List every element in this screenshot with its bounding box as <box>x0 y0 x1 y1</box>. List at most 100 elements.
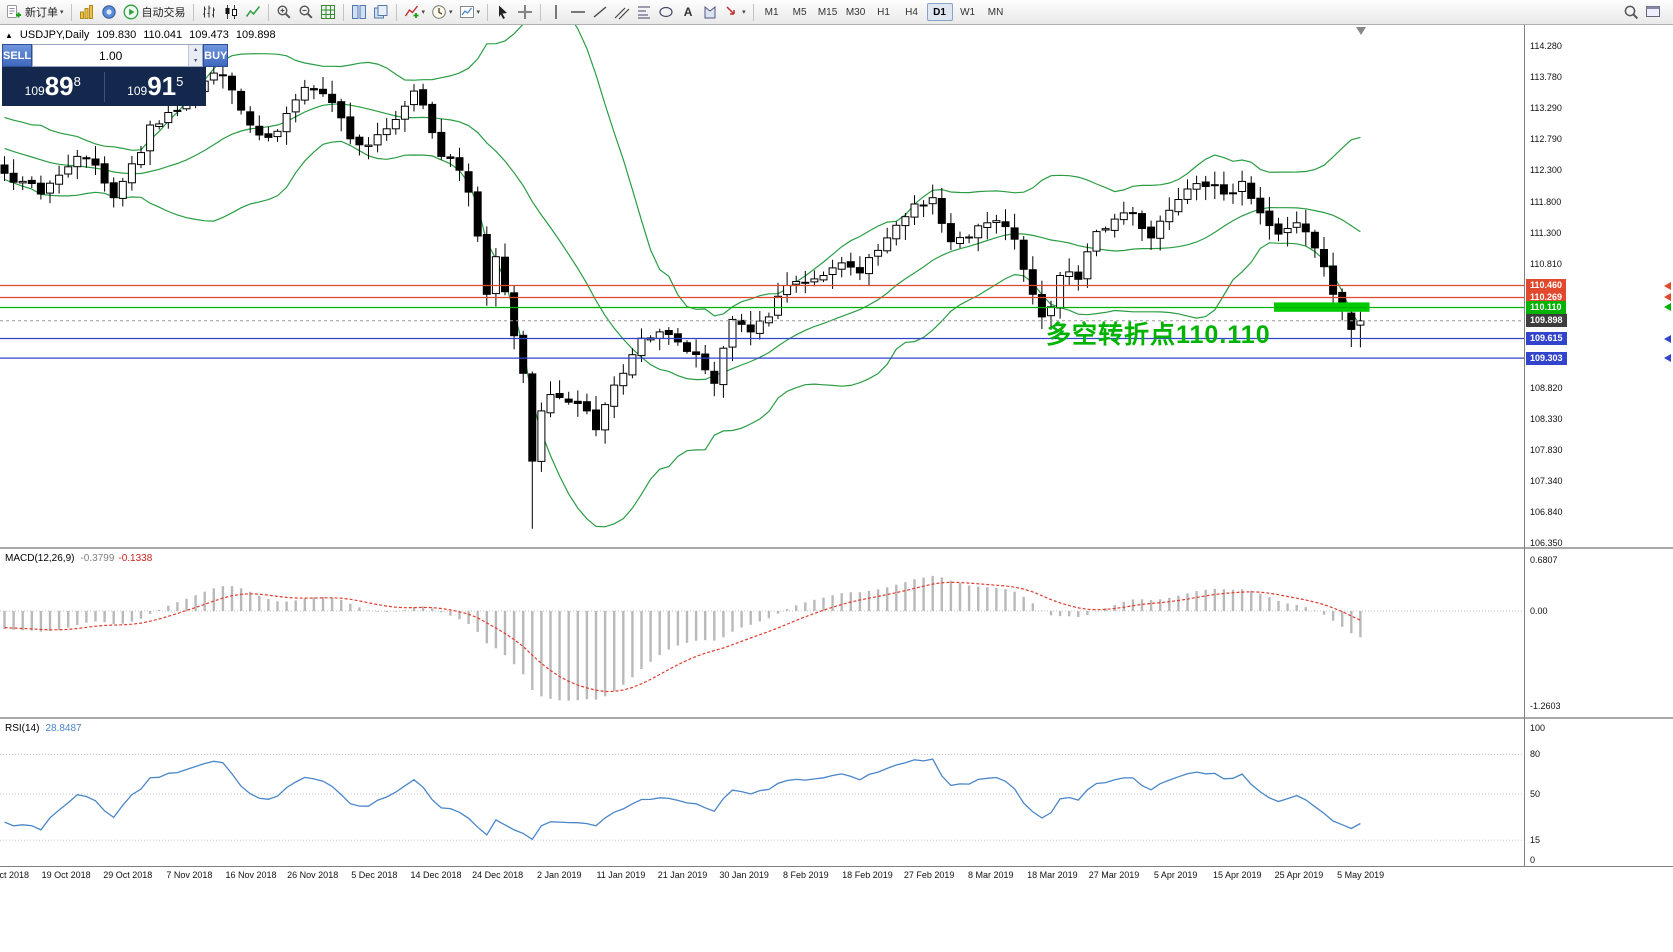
volume-up-arrow-icon[interactable]: ▴ <box>189 45 203 56</box>
cascade-windows-icon <box>373 5 388 19</box>
arrows-button[interactable]: ▾ <box>721 2 749 23</box>
arrows-icon <box>726 6 735 15</box>
price-axis-label: 108.330 <box>1530 414 1563 425</box>
date-axis-label: 29 Oct 2018 <box>103 870 153 880</box>
sell-price[interactable]: 109898 <box>24 71 81 101</box>
tile-windows-icon <box>351 5 366 19</box>
zoom-in-button[interactable] <box>273 2 295 23</box>
grid-button[interactable] <box>317 2 339 23</box>
collapse-trade-widget-arrow[interactable]: ▲ <box>5 30 13 40</box>
rsi-indicator-label: RSI(14) 28.8487 <box>5 723 82 734</box>
cascade-windows-button[interactable] <box>370 2 392 23</box>
periods-icon <box>432 5 446 19</box>
price-axis-label: 111.800 <box>1530 196 1562 207</box>
timeframe-d1-button[interactable]: D1 <box>926 3 953 21</box>
volume-input[interactable] <box>33 45 189 66</box>
new-order-button[interactable]: 新订单 ▾ <box>3 2 67 23</box>
candlestick-series[interactable] <box>0 62 1365 529</box>
timeframe-h4-button[interactable]: H4 <box>905 6 918 18</box>
buy-price[interactable]: 109915 <box>127 71 184 101</box>
indicators-icon <box>404 5 419 18</box>
timeframe-mn-button[interactable]: MN <box>987 6 1004 18</box>
price-divider <box>103 71 105 102</box>
date-axis-label: 8 Mar 2019 <box>967 870 1014 880</box>
bollinger-band-mid <box>4 103 1361 381</box>
text-button[interactable]: A <box>677 2 699 23</box>
price-tag-110.110[interactable]: 110.110 <box>1526 300 1566 314</box>
date-axis-label: 8 Feb 2019 <box>783 870 829 880</box>
new-window-button[interactable] <box>1642 2 1664 23</box>
price-axis-label: 110.810 <box>1530 258 1562 269</box>
price-tag-109.615[interactable]: 109.615 <box>1526 332 1567 345</box>
price-axis-border[interactable] <box>1524 25 1525 867</box>
sell-button[interactable]: SELL <box>2 44 33 67</box>
price-tag-109.898[interactable]: 109.898 <box>1526 314 1567 328</box>
toolbar-separator <box>342 3 344 21</box>
search-icon <box>1624 5 1639 20</box>
toolbar-separator <box>752 3 754 21</box>
date-axis-label: 26 Nov 2018 <box>287 870 339 880</box>
autotrading-button[interactable]: 自动交易 <box>120 2 189 23</box>
price-tag-110.460[interactable]: 110.460 <box>1526 279 1567 293</box>
timeframe-m5-button[interactable]: M5 <box>792 6 807 18</box>
macd-axis-label: -1.2603 <box>1530 700 1561 711</box>
channel-button[interactable] <box>611 2 633 23</box>
line-chart-icon <box>245 6 260 17</box>
date-axis-label: 14 Dec 2018 <box>410 870 462 880</box>
charts-button[interactable] <box>76 2 98 23</box>
date-axis-separator <box>0 866 1673 867</box>
rsi-axis-label: 50 <box>1530 789 1541 799</box>
profiles-button[interactable] <box>98 2 120 23</box>
bar-chart-button[interactable] <box>198 2 220 23</box>
timeframe-m15-button[interactable]: M15 <box>817 6 838 18</box>
price-axis-label: 112.790 <box>1530 134 1562 145</box>
toolbar-right-group <box>1620 2 1664 23</box>
indicators-button[interactable]: ▾ <box>401 2 429 23</box>
vertical-line-button[interactable] <box>545 2 567 23</box>
line-chart-button[interactable] <box>242 2 264 23</box>
templates-button[interactable]: ▾ <box>456 2 484 23</box>
ohlc-low: 109.473 <box>189 29 229 41</box>
macd-rsi-separator[interactable] <box>0 717 1673 719</box>
price-tag-110.269[interactable]: 110.269 <box>1526 290 1567 304</box>
price-axis-label: 108.820 <box>1530 383 1563 394</box>
zoom-out-button[interactable] <box>295 2 317 23</box>
shapes-button[interactable] <box>655 2 677 23</box>
chart-shift-marker[interactable] <box>1356 27 1366 35</box>
date-axis-label: 11 Jan 2019 <box>596 870 646 880</box>
horizontal-line-button[interactable] <box>567 2 589 23</box>
macd-axis-label: 0.00 <box>1530 606 1548 616</box>
timeframe-h1-button[interactable]: H1 <box>877 6 890 18</box>
candlestick-chart-button[interactable] <box>220 2 242 23</box>
price-axis-label: 107.830 <box>1530 445 1563 456</box>
line-edge-marker <box>1664 281 1671 290</box>
ohlc-open: 109.830 <box>96 29 137 41</box>
fibonacci-button[interactable] <box>633 2 655 23</box>
rsi-axis-label: 100 <box>1530 723 1546 733</box>
crosshair-button[interactable] <box>514 2 536 23</box>
cursor-button[interactable] <box>492 2 514 23</box>
volume-down-arrow-icon[interactable]: ▾ <box>189 55 203 66</box>
arrow-label-button[interactable] <box>699 2 721 23</box>
tile-windows-button[interactable] <box>348 2 370 23</box>
timeframe-m30-button[interactable]: M30 <box>845 6 866 18</box>
price-tag-109.303[interactable]: 109.303 <box>1526 351 1567 365</box>
dropdown-caret-icon: ▾ <box>742 9 746 16</box>
ohlc-close: 109.898 <box>235 29 276 41</box>
timeframe-w1-button[interactable]: W1 <box>960 6 976 18</box>
zoom-in-icon <box>277 5 291 19</box>
search-button[interactable] <box>1620 2 1642 23</box>
trendline-button[interactable] <box>589 2 611 23</box>
price-macd-separator[interactable] <box>0 547 1673 549</box>
text-icon: A <box>683 5 693 19</box>
cursor-icon <box>499 5 508 19</box>
buy-button[interactable]: BUY <box>203 44 229 67</box>
timeframe-m1-button[interactable]: M1 <box>764 6 779 18</box>
toolbar-separator <box>70 3 72 21</box>
chart-text-annotation[interactable]: 多空转折点110.110 <box>1046 321 1271 349</box>
periods-button[interactable]: ▾ <box>428 2 456 23</box>
date-axis-label: 30 Jan 2019 <box>719 870 769 880</box>
new-window-icon <box>1646 6 1660 17</box>
